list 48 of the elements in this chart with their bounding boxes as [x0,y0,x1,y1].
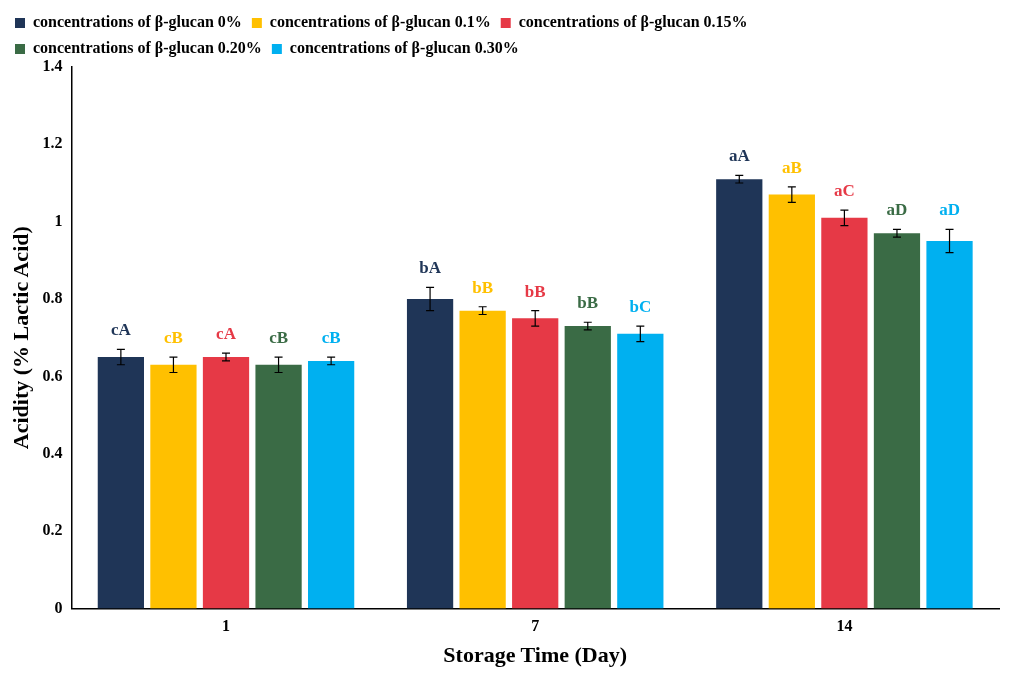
bar [202,357,250,609]
legend-label: concentrations of β-glucan 0% [33,13,242,32]
bar [617,333,664,609]
legend-label: concentrations of β-glucan 0.15% [518,13,748,32]
data-label: cB [163,327,183,347]
data-label: bB [524,281,546,301]
legend-label: concentrations of β-glucan 0.20% [33,39,262,58]
y-tick-label: 0.2 [42,521,63,539]
data-label: aD [886,200,908,220]
legend-label: concentrations of β-glucan 0.30% [289,39,519,58]
data-label: bB [472,277,494,297]
y-tick-label: 0.8 [42,289,63,307]
data-label: cB [269,327,289,347]
data-label: bC [629,296,652,316]
bar [308,360,355,609]
data-label: aD [939,200,960,220]
data-label: cB [321,327,341,347]
bar [459,310,506,609]
data-label: cA [216,324,237,344]
bar [873,233,921,609]
bar [255,364,302,609]
bar [564,326,611,609]
y-tick-label: 0.6 [42,366,63,384]
data-label: aA [728,146,751,166]
y-tick-label: 0 [54,598,63,616]
bar [406,299,454,609]
bar [821,217,868,609]
data-label: aC [834,180,855,200]
bar [150,364,197,609]
legend-label: concentrations of β-glucan 0.1% [269,13,491,32]
data-label: bA [419,258,442,278]
data-label: bB [577,293,599,313]
x-tick-label: 14 [836,617,853,635]
x-tick-label: 7 [531,617,540,635]
bar [97,357,144,609]
y-tick-label: 1.2 [42,134,63,152]
y-tick-label: 1.4 [42,57,63,75]
y-tick-label: 0.4 [42,443,63,461]
data-label: aB [781,157,802,177]
bar [512,318,559,609]
bar [768,194,815,609]
y-tick-label: 1 [54,211,63,229]
data-label: cA [110,320,132,340]
bar [926,241,973,609]
y-axis-title: Acidity (% Lactic Acid) [7,226,33,450]
bar [716,179,763,609]
x-tick-label: 1 [222,617,230,635]
x-axis-title: Storage Time (Day) [443,642,628,668]
